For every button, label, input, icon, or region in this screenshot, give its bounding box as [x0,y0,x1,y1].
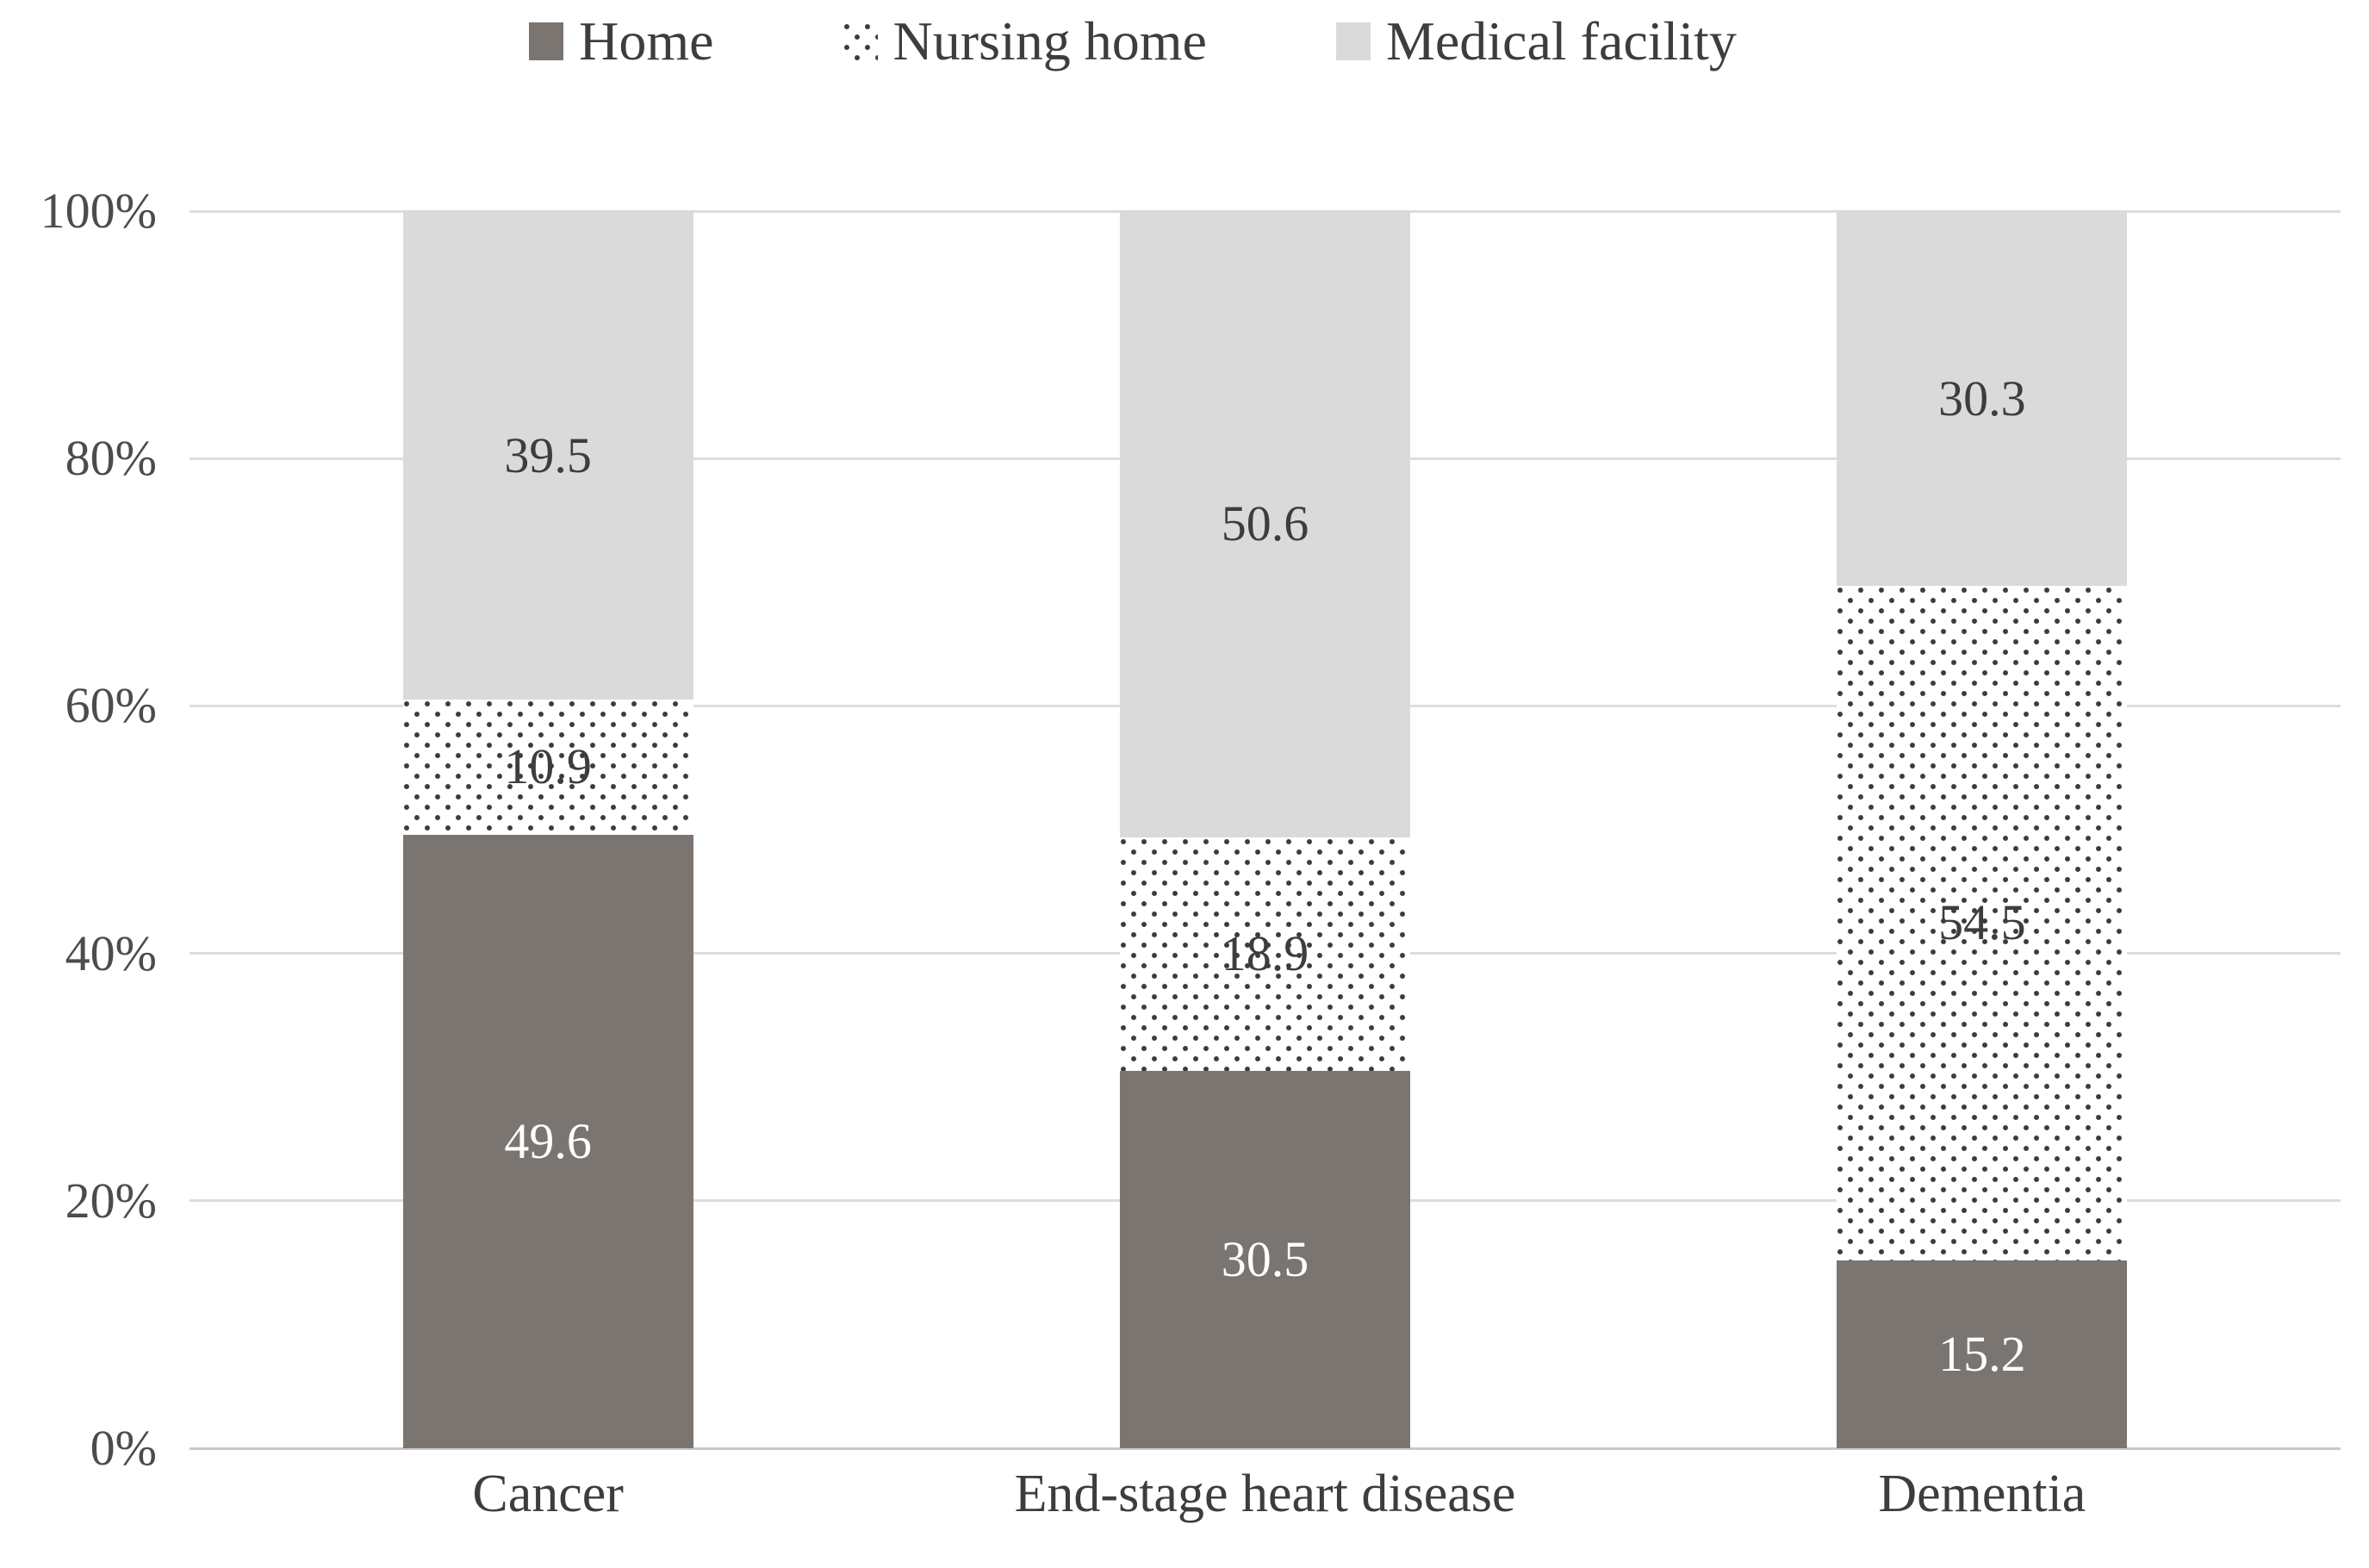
legend-swatch-medical-facility [1335,22,1371,60]
segment-dementia-home: 15.2 [1837,1260,2128,1448]
bar-slot-cancer: 49.6 10.9 39.5 [190,211,906,1448]
legend-swatch-nursing-home [843,22,878,60]
legend-item-nursing-home: Nursing home [843,14,1207,69]
data-label: 50.6 [1221,495,1309,552]
bar-dementia: 15.2 54.5 30.3 [1837,211,2128,1448]
y-axis: 0% 20% 40% 60% 80% 100% [0,186,157,1473]
x-axis-line [190,1447,2341,1450]
data-label: 30.3 [1938,370,2026,426]
y-axis-tick: 20% [65,1172,157,1229]
gridline [190,209,2341,213]
bar-slot-end-stage-heart-disease: 30.5 18.9 50.6 [906,211,1623,1448]
segment-cancer-home: 49.6 [402,834,693,1448]
y-axis-tick: 100% [40,183,157,239]
data-label: 49.6 [504,1112,592,1169]
legend-label-nursing-home: Nursing home [892,10,1207,72]
segment-cancer-nursing-home: 10.9 [402,700,693,835]
bar-slot-dementia: 15.2 54.5 30.3 [1624,211,2341,1448]
data-label: 54.5 [1938,894,2026,951]
legend-label-home: Home [579,10,714,72]
y-axis-tick: 60% [65,677,157,734]
data-label: 15.2 [1938,1325,2026,1382]
x-axis-label-cancer: Cancer [472,1465,624,1523]
legend-label-medical-facility: Medical facility [1385,10,1737,72]
segment-end-stage-heart-disease-home: 30.5 [1119,1071,1411,1448]
data-label: 10.9 [504,738,592,795]
segment-end-stage-heart-disease-nursing-home: 18.9 [1119,837,1411,1072]
legend-swatch-home [529,22,564,60]
legend-item-medical-facility: Medical facility [1335,10,1737,72]
bar-end-stage-heart-disease: 30.5 18.9 50.6 [1119,211,1411,1448]
bar-cancer: 49.6 10.9 39.5 [402,211,693,1448]
data-label: 30.5 [1221,1231,1309,1288]
segment-dementia-nursing-home: 54.5 [1837,586,2128,1260]
plot-area: 49.6 10.9 39.5 30.5 18.9 50.6 15.2 54.5 30.3 [190,209,2341,1450]
x-axis-label-dementia: Dementia [1878,1465,2086,1523]
segment-dementia-medical-facility: 30.3 [1837,211,2128,587]
x-axis-label-end-stage-heart-disease: End-stage heart disease [1014,1465,1516,1523]
chart-legend: Home Nursing home Medical facility [0,14,2266,69]
legend-item-home: Home [529,10,714,72]
y-axis-tick: 80% [65,430,157,487]
data-label: 39.5 [504,426,592,483]
y-axis-tick: 0% [90,1420,157,1476]
bars-layer: 49.6 10.9 39.5 30.5 18.9 50.6 15.2 54.5 30.3 [190,211,2341,1448]
data-label: 18.9 [1221,925,1309,982]
segment-cancer-medical-facility: 39.5 [402,211,693,700]
x-axis: Cancer End-stage heart disease Dementia [190,1465,2341,1523]
y-axis-tick: 40% [65,924,157,981]
segment-end-stage-heart-disease-medical-facility: 50.6 [1119,211,1411,837]
